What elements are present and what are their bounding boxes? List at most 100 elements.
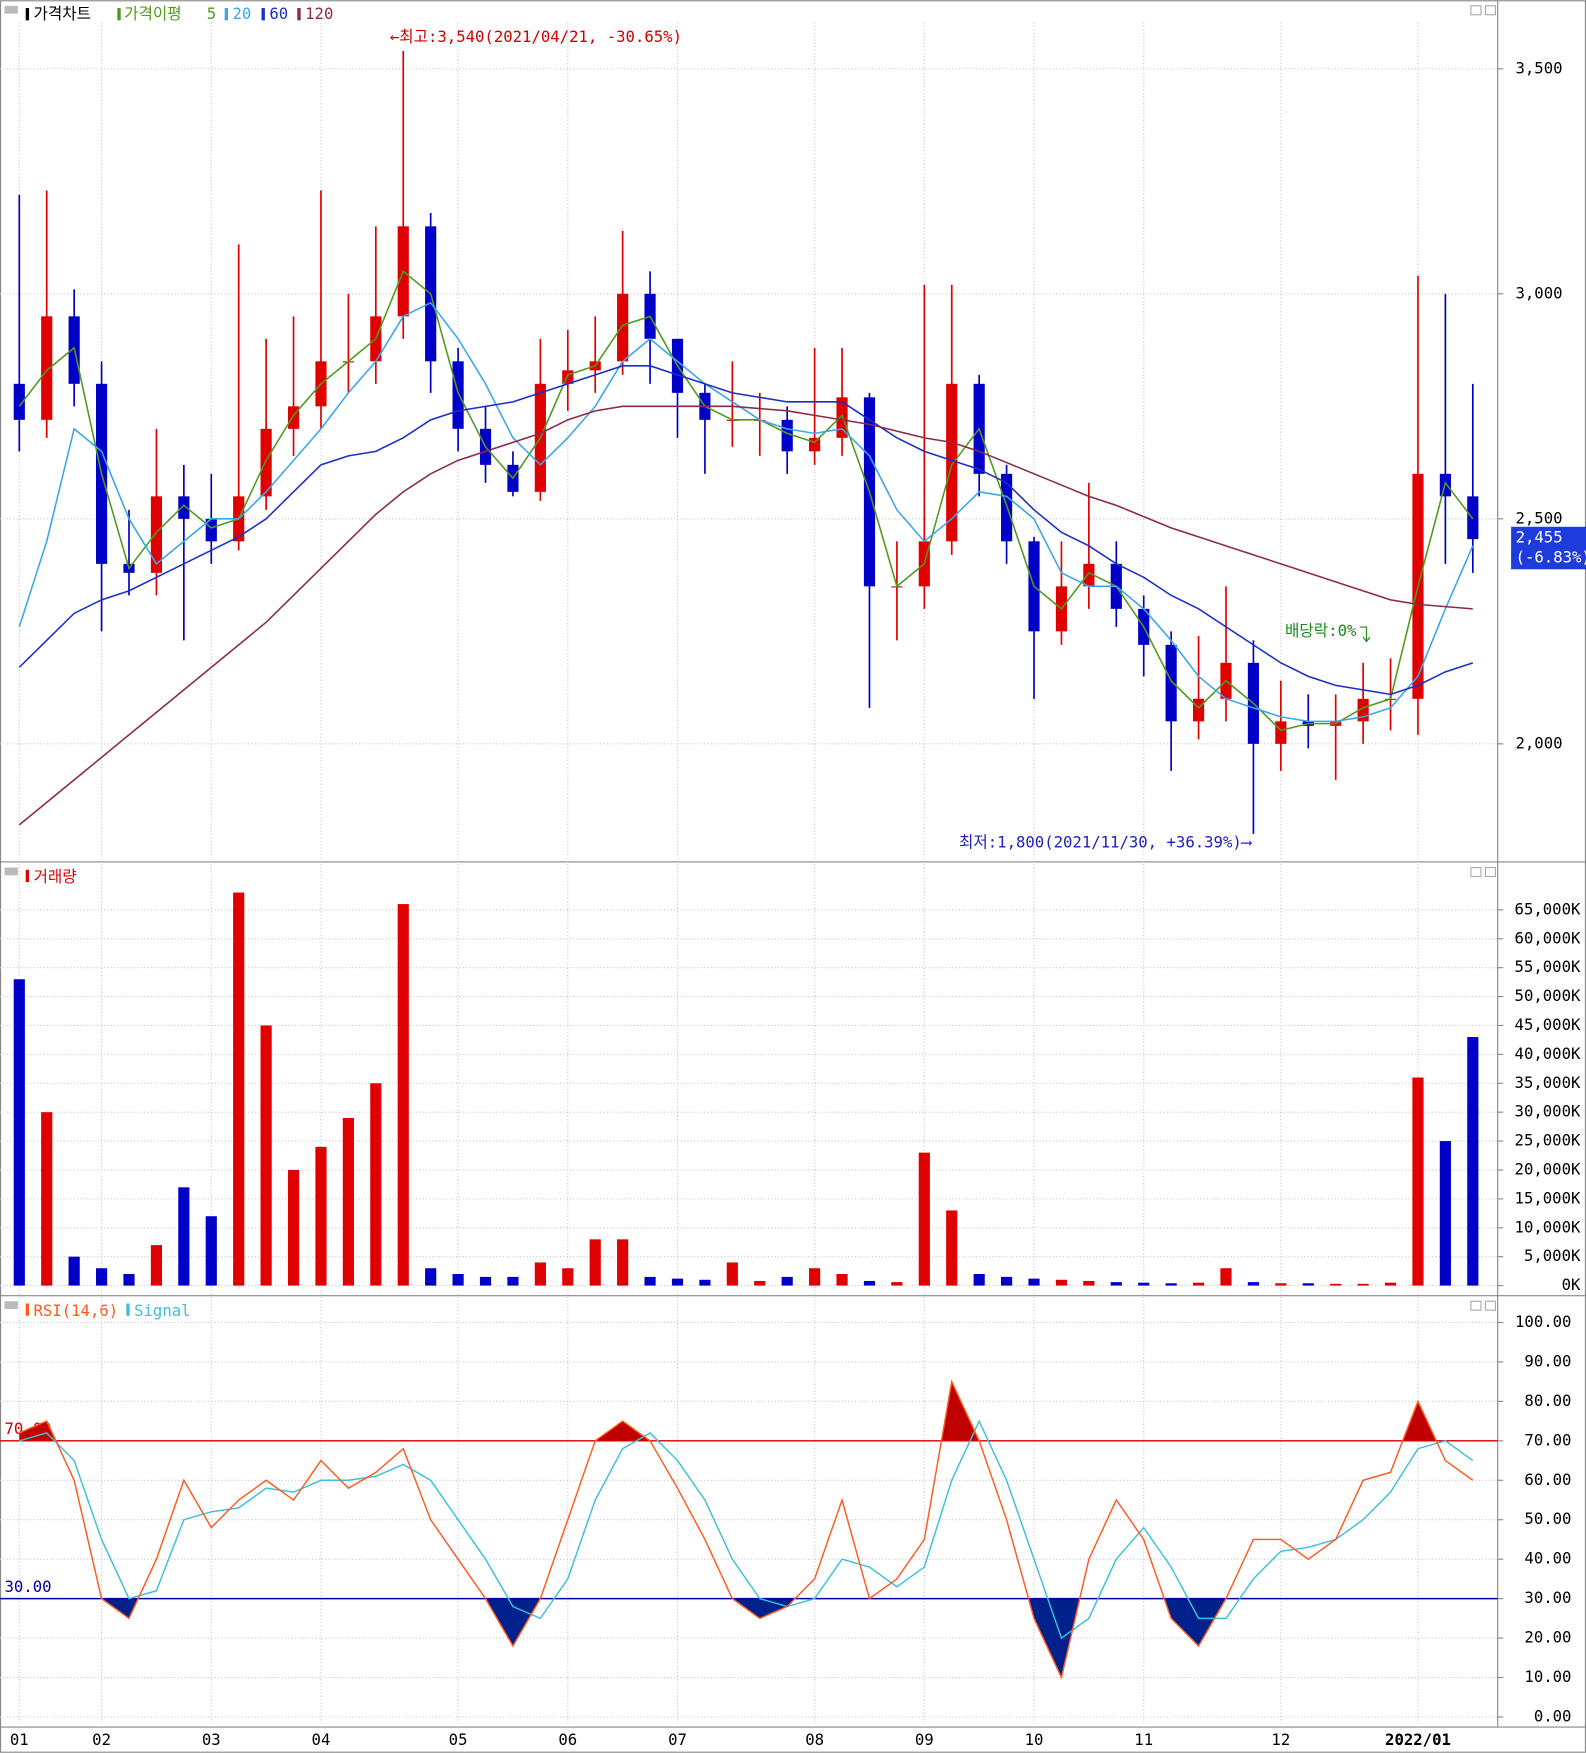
volume-bar [1412,1077,1424,1286]
candle-body [617,293,629,362]
y-tick-label: 40.00 [1524,1549,1571,1568]
volume-bar [41,1112,53,1286]
volume-bar [452,1274,464,1286]
rsi-line [19,1379,1474,1680]
volume-bar [1055,1279,1068,1286]
x-tick-label: 10 [1025,1730,1044,1749]
candle-body [13,383,25,420]
y-tick-label: 50.00 [1524,1509,1571,1528]
x-tick-label: 05 [449,1730,468,1749]
ma-line [18,365,1474,696]
ma-line [18,270,1474,732]
volume-bar [589,1239,601,1286]
volume-bar [726,1262,738,1286]
legend-item: 120 [305,4,333,23]
volume-bar [617,1239,629,1286]
volume-bar [1302,1283,1314,1286]
y-tick-label: 80.00 [1524,1391,1571,1410]
ma-line [18,405,1473,826]
y-tick-label: 0K [1562,1275,1581,1294]
x-tick-label: 02 [92,1730,111,1749]
volume-bar [1357,1283,1369,1286]
y-tick-label: 0.00 [1534,1707,1572,1726]
legend-item: RSI(14,6) [34,1301,119,1320]
x-tick-label: 11 [1134,1730,1153,1749]
y-tick-label: 30.00 [1524,1588,1571,1607]
candle-body [1083,563,1095,587]
y-tick-label: 35,000K [1515,1073,1581,1092]
y-tick-label: 60.00 [1524,1470,1571,1489]
x-tick-label: 08 [805,1730,824,1749]
volume-bar [287,1169,300,1286]
volume-title: 거래량 [34,867,77,886]
volume-bar [1192,1282,1205,1286]
y-tick-label: 90.00 [1524,1351,1571,1370]
y-tick-label: 40,000K [1515,1044,1581,1063]
panel-icons [4,5,1497,1311]
candle-body [287,406,300,429]
y-tick-label: 60,000K [1515,928,1581,947]
volume-bar [699,1279,711,1286]
x-tick-label: 07 [668,1730,687,1749]
y-tick-label: 25,000K [1515,1131,1581,1150]
volume-bar [1384,1282,1397,1286]
y-tick-label: 3,000 [1515,283,1562,302]
x-tick-label: 03 [202,1730,221,1749]
ma-line [18,301,1474,723]
volume-bar [863,1280,876,1286]
volume-bar [891,1282,903,1286]
candle-body [1275,721,1287,744]
volume-bar [918,1152,930,1286]
candle-body [809,437,821,452]
volume-bar [1138,1282,1150,1286]
volume-bar [671,1278,684,1286]
volume-bar [1083,1280,1095,1286]
x-tick-label: 04 [312,1730,331,1749]
volume-bar [150,1245,163,1286]
volume-bar [1247,1282,1260,1286]
annotation-dividend: 배당락:0% [1285,621,1357,640]
volume-bar [1028,1278,1040,1286]
y-tick-label: 100.00 [1515,1312,1571,1331]
volume-bar [809,1268,821,1286]
volume-bar [1275,1283,1287,1286]
legend: 가격차트 가격이평 5 20 60 120 거래량 RSI(14,6) Sign… [25,4,333,1320]
annotation-high: ←최고:3,540(2021/04/21, -30.65%) [390,27,682,46]
candle-body [452,361,464,429]
legend-ma-title: 가격이평 [124,4,182,23]
last-price-box [1511,526,1586,570]
x-tick-label: 09 [915,1730,934,1749]
candle-body [178,496,190,519]
volume-bar [233,892,245,1286]
volume-bar [95,1268,108,1286]
candle-body [1165,644,1177,722]
volume-bar [1001,1276,1013,1286]
y-tick-label: 70.00 [1524,1430,1571,1449]
y-tick-label: 2,000 [1515,733,1562,752]
y-tick-label: 50,000K [1515,986,1581,1005]
candle-body [781,419,793,452]
legend-title: 가격차트 [34,4,92,23]
volume-bar [562,1268,574,1286]
y-tick-label: 10,000K [1515,1217,1581,1236]
candle-body [1192,698,1205,722]
candle-body [260,428,272,497]
volume-bar [836,1274,848,1286]
volume-bar [370,1083,382,1286]
rsi-line [19,1419,1474,1640]
y-tick-label: 15,000K [1515,1188,1581,1207]
y-tick-label: 20.00 [1524,1628,1571,1647]
volume-bar [123,1274,135,1286]
volume-bar [1330,1283,1342,1286]
y-tick-label: 10.00 [1524,1667,1571,1686]
candle-body [150,496,163,573]
volume-bar [781,1276,793,1286]
volume-bar [534,1262,546,1286]
volume-bar [13,979,25,1286]
volume-bar [1220,1268,1232,1286]
legend-item: Signal [134,1301,190,1320]
y-tick-label: 3,500 [1515,58,1562,77]
candle-body [1357,698,1369,722]
volume-bar [507,1276,519,1286]
volume-bar [397,904,409,1286]
